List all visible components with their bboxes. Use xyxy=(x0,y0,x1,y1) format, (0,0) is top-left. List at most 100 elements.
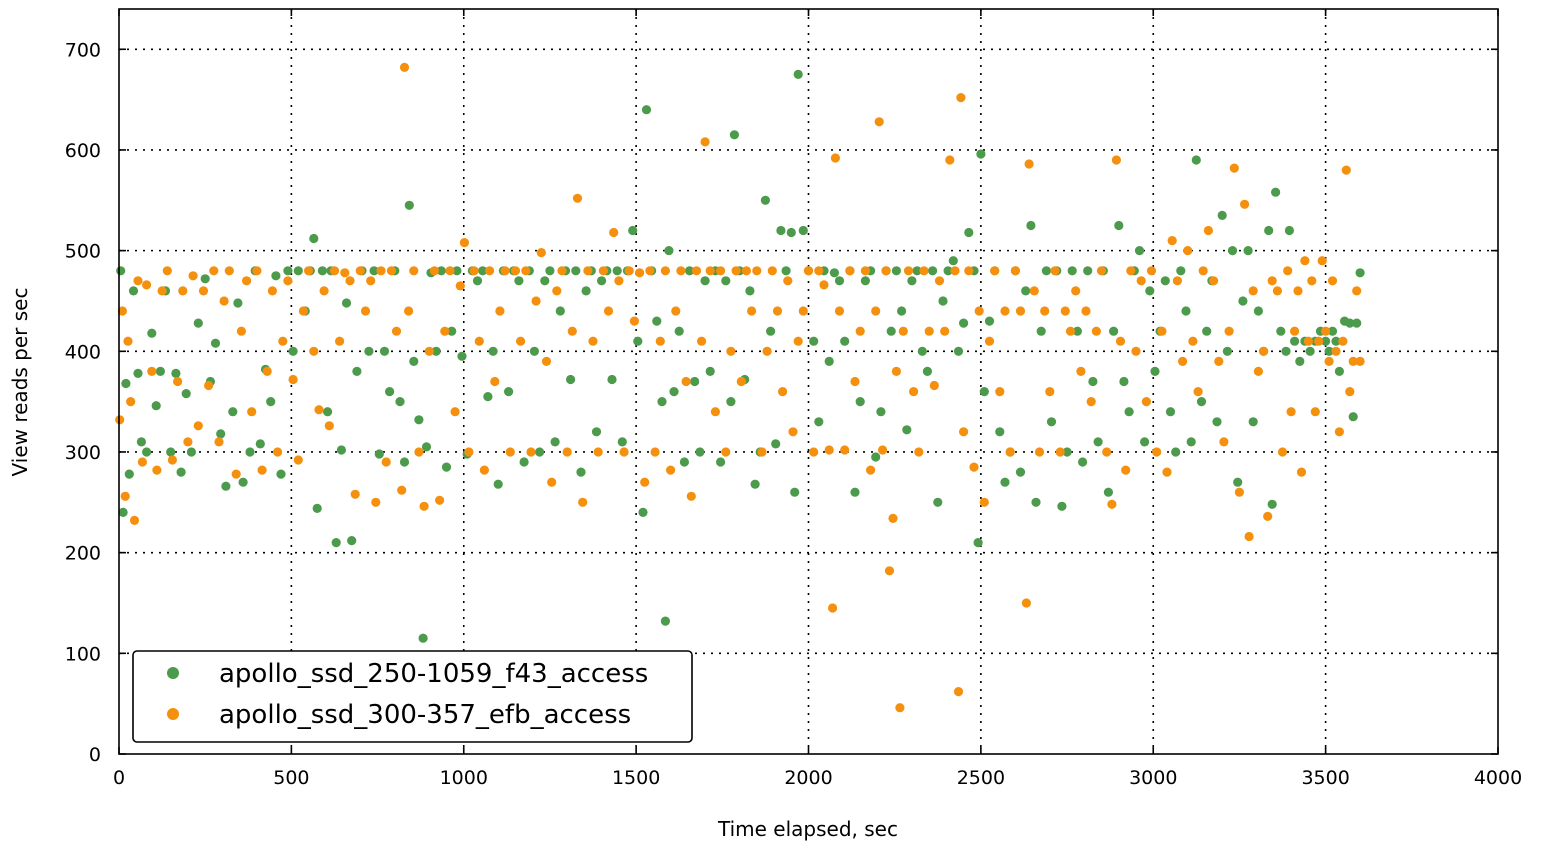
data-point xyxy=(162,266,172,276)
data-point xyxy=(884,566,895,576)
data-point xyxy=(1214,356,1224,366)
data-point xyxy=(652,316,662,326)
data-point xyxy=(679,457,690,467)
data-point xyxy=(928,266,938,276)
data-point xyxy=(1114,220,1124,231)
data-point xyxy=(752,266,762,276)
data-point xyxy=(137,457,147,467)
data-point xyxy=(386,266,396,276)
data-point xyxy=(419,501,429,511)
data-point xyxy=(922,366,933,376)
data-point xyxy=(793,69,803,79)
data-point xyxy=(545,266,555,276)
data-point xyxy=(245,447,255,457)
data-point xyxy=(495,306,505,316)
data-point xyxy=(397,485,407,495)
data-point xyxy=(1024,159,1034,169)
data-point xyxy=(1191,155,1201,165)
data-point xyxy=(531,296,541,306)
data-point xyxy=(1348,412,1358,422)
data-point xyxy=(252,266,262,276)
data-point xyxy=(669,387,679,397)
data-point xyxy=(1196,397,1207,407)
data-point xyxy=(1096,266,1107,276)
data-point xyxy=(597,276,607,286)
data-point xyxy=(655,336,665,346)
data-point xyxy=(1267,276,1277,286)
data-point xyxy=(421,442,432,452)
data-point xyxy=(840,336,850,346)
data-point xyxy=(557,266,567,276)
data-point xyxy=(345,276,355,286)
data-point xyxy=(323,407,333,417)
data-point xyxy=(1293,286,1303,296)
data-point xyxy=(376,266,386,276)
data-point xyxy=(593,447,603,457)
data-point xyxy=(429,266,439,276)
data-point xyxy=(479,465,489,475)
data-point xyxy=(581,286,591,296)
data-point xyxy=(483,392,493,402)
data-point xyxy=(1243,246,1253,256)
data-point xyxy=(874,117,884,127)
data-point xyxy=(1202,326,1212,336)
series-1 xyxy=(116,69,1365,643)
data-point xyxy=(447,326,457,336)
data-point xyxy=(1072,326,1082,336)
data-point xyxy=(871,452,881,462)
data-point xyxy=(855,326,865,336)
data-point xyxy=(221,481,231,491)
data-point xyxy=(193,421,203,431)
data-point xyxy=(271,271,281,281)
data-point xyxy=(860,276,871,286)
data-point xyxy=(1055,447,1065,457)
data-point xyxy=(1327,276,1338,286)
data-point xyxy=(273,447,283,457)
data-point xyxy=(435,495,445,505)
data-point xyxy=(1171,447,1181,457)
data-point xyxy=(953,687,964,697)
data-point xyxy=(578,497,588,507)
y-tick-label: 600 xyxy=(65,140,101,162)
legend-marker-series-1 xyxy=(167,667,179,679)
data-point xyxy=(940,326,950,336)
data-point xyxy=(1193,387,1203,397)
data-point xyxy=(535,447,545,457)
data-point xyxy=(973,538,983,548)
data-point xyxy=(472,276,483,286)
data-point xyxy=(1071,286,1081,296)
data-point xyxy=(493,479,503,489)
data-point xyxy=(183,437,193,447)
data-point xyxy=(178,286,188,296)
data-point xyxy=(933,497,943,507)
data-point xyxy=(118,507,128,517)
data-point xyxy=(686,491,696,501)
data-point xyxy=(1026,220,1036,231)
data-point xyxy=(1253,306,1263,316)
data-point xyxy=(490,376,500,387)
data-point xyxy=(120,491,130,501)
data-point xyxy=(907,276,917,286)
data-point xyxy=(786,227,796,238)
data-point xyxy=(850,487,860,497)
data-point xyxy=(1176,266,1186,276)
data-point xyxy=(1314,336,1324,346)
data-point xyxy=(293,266,303,276)
data-point xyxy=(1015,467,1026,477)
data-point xyxy=(1338,336,1348,346)
data-point xyxy=(612,266,622,276)
data-point xyxy=(1036,326,1046,336)
data-point xyxy=(912,266,922,276)
data-point xyxy=(167,455,177,465)
data-point xyxy=(914,447,924,457)
data-point xyxy=(288,374,298,385)
data-point xyxy=(1229,163,1239,173)
data-point xyxy=(350,489,360,499)
data-point xyxy=(898,326,908,336)
data-point xyxy=(319,286,329,296)
data-point xyxy=(741,266,752,276)
data-point xyxy=(324,421,334,431)
data-point xyxy=(1209,276,1219,286)
data-point xyxy=(347,536,357,546)
